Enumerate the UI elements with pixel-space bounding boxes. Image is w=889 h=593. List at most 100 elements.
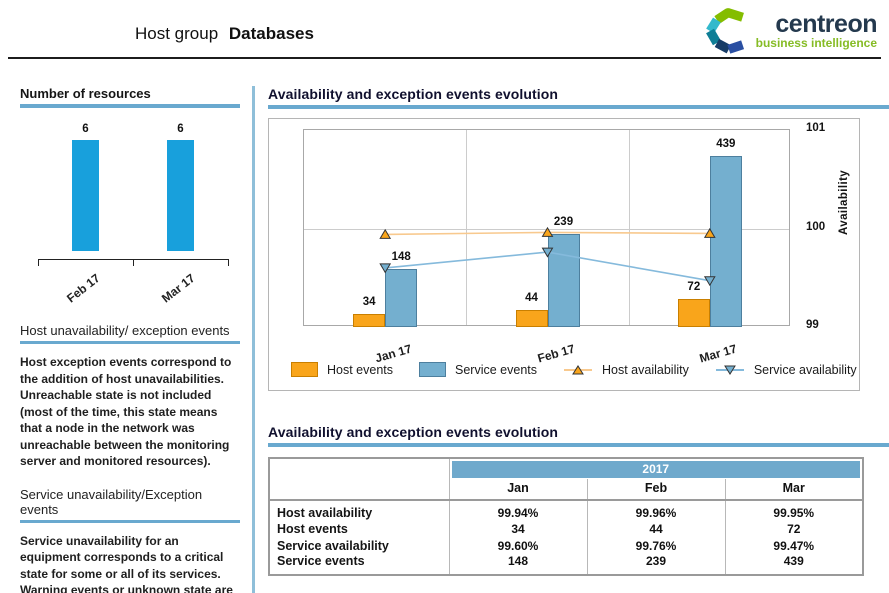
availability-chart: 34 148 44 239 72 439 Host events Service event… (268, 118, 860, 391)
host-events-underline (20, 341, 240, 344)
right-axis-tick: 100 (806, 220, 826, 233)
plot-gridline (466, 130, 468, 325)
resources-bar-value: 6 (177, 123, 184, 135)
availability-table-head: 2017 Jan Feb Mar (269, 458, 863, 500)
main-column: Availability and exception events evolut… (255, 86, 889, 593)
table-row: Service events 148 239 439 (269, 554, 863, 575)
chart-legend: Host events Service events Host availabili… (291, 362, 857, 377)
bar-value-label: 239 (553, 215, 574, 228)
report-header: Host group Databases centreon business i… (0, 0, 889, 66)
resources-axis-tick (228, 259, 229, 266)
resources-title-underline (20, 104, 240, 108)
bar-value-label: 34 (362, 295, 376, 308)
table-row: Service availability 99.60% 99.76% 99.47% (269, 537, 863, 554)
year-banner: 2017 (451, 461, 860, 478)
legend-label: Service events (455, 362, 537, 377)
resources-bar (167, 140, 194, 251)
table-corner-cell (269, 458, 449, 479)
legend-item: Host events (291, 362, 393, 377)
legend-label: Host events (327, 362, 394, 377)
legend-item: Host availability (563, 363, 689, 377)
legend-item: Service events (419, 362, 537, 377)
resources-axis-label: Mar 17 (158, 271, 198, 306)
row-value: 72 (724, 520, 863, 537)
centreon-logo: centreon business intelligence (705, 8, 877, 54)
month-column-header: Feb (586, 479, 725, 500)
centreon-logo-tagline: business intelligence (755, 35, 877, 50)
resources-axis-label: Feb 17 (63, 271, 103, 306)
row-label: Host availability (277, 506, 373, 520)
row-value: 148 (448, 554, 587, 575)
host-events-bar (677, 298, 710, 327)
row-value: 239 (586, 554, 725, 575)
triangle-up-legend-icon (564, 364, 592, 374)
availability-table: 2017 Jan Feb Mar Host availability 99.94% 99… (268, 457, 864, 576)
availability-chart-plot-area: 34 148 44 239 72 439 (303, 129, 790, 327)
month-column-header: Mar (724, 479, 863, 500)
service-events-underline (20, 519, 240, 523)
host-events-heading: Host unavailability/ exception events (20, 323, 230, 338)
report-body: Number of resources 6 Feb 17 6 Mar 17 Host … (0, 66, 889, 593)
centreon-logo-text: centreon business intelligence (755, 9, 878, 50)
row-value: 99.96% (586, 500, 725, 520)
row-value: 99.94% (448, 500, 587, 520)
bar-value-label: 439 (716, 137, 736, 150)
triangle-down-legend-icon (715, 365, 744, 375)
row-value: 99.60% (448, 537, 587, 554)
row-value: 44 (586, 520, 725, 537)
table-corner-cell (269, 479, 449, 500)
availability-table-body: Host availability 99.94% 99.96% 99.95% Host … (269, 500, 863, 575)
resources-bar-value: 6 (82, 123, 89, 135)
service-events-bar (385, 269, 418, 327)
right-axis-tick: 99 (806, 319, 819, 331)
host-events-swatch (291, 362, 318, 377)
page-title-prefix: Host group (135, 24, 219, 43)
resources-chart: 6 Feb 17 6 Mar 17 (20, 113, 240, 323)
bar-value-label: 148 (391, 251, 411, 264)
service-events-swatch (419, 362, 447, 377)
month-column-header: Jan (448, 479, 587, 500)
row-label: Host events (277, 521, 348, 536)
centreon-logo-icon (705, 8, 744, 54)
centreon-logo-name: centreon (775, 9, 877, 38)
table-section-title: Availability and exception events evolut… (268, 424, 559, 440)
chart-section-title: Availability and exception events evolut… (268, 86, 559, 102)
availability-lines (379, 226, 716, 287)
host-events-bar (515, 309, 548, 327)
host-events-bar (353, 313, 386, 327)
bar-value-label: 72 (687, 280, 701, 293)
service-events-description: Service unavailability for an equipment … (20, 533, 233, 593)
service-events-heading: Service unavailability/Exception events (20, 486, 203, 517)
page-title: Host group Databases (135, 24, 314, 44)
service-events-bar (547, 233, 580, 327)
year-banner-cell: 2017 (448, 458, 863, 479)
legend-label: Service availability (753, 362, 857, 377)
row-value: 439 (724, 554, 863, 575)
row-value: 34 (448, 520, 587, 537)
resources-axis-tick (133, 259, 134, 266)
resources-axis-tick (38, 259, 39, 266)
table-row: Host availability 99.94% 99.96% 99.95% (269, 500, 863, 520)
chart-section-underline (268, 105, 889, 109)
resources-chart-title: Number of resources (20, 86, 151, 101)
row-value: 99.47% (724, 537, 863, 554)
page-title-hostgroup: Databases (228, 24, 314, 43)
legend-item: Service availability (715, 363, 857, 377)
row-label: Service events (277, 554, 365, 568)
right-axis-tick: 101 (806, 122, 826, 134)
service-events-bar (709, 155, 742, 327)
table-row: Host events 34 44 72 (269, 520, 863, 537)
bar-value-label: 44 (525, 291, 538, 304)
host-events-description: Host exception events correspond to the … (20, 355, 232, 469)
resources-bar (72, 140, 99, 251)
right-axis-title: Availability (838, 169, 850, 235)
row-value: 99.76% (586, 537, 725, 554)
table-section-underline (268, 443, 889, 447)
sidebar: Number of resources 6 Feb 17 6 Mar 17 Host … (0, 86, 255, 593)
header-divider (8, 57, 881, 59)
legend-label: Host availability (602, 362, 689, 377)
row-label: Service availability (277, 538, 389, 553)
plot-gridline (628, 130, 630, 325)
row-value: 99.95% (724, 500, 863, 520)
